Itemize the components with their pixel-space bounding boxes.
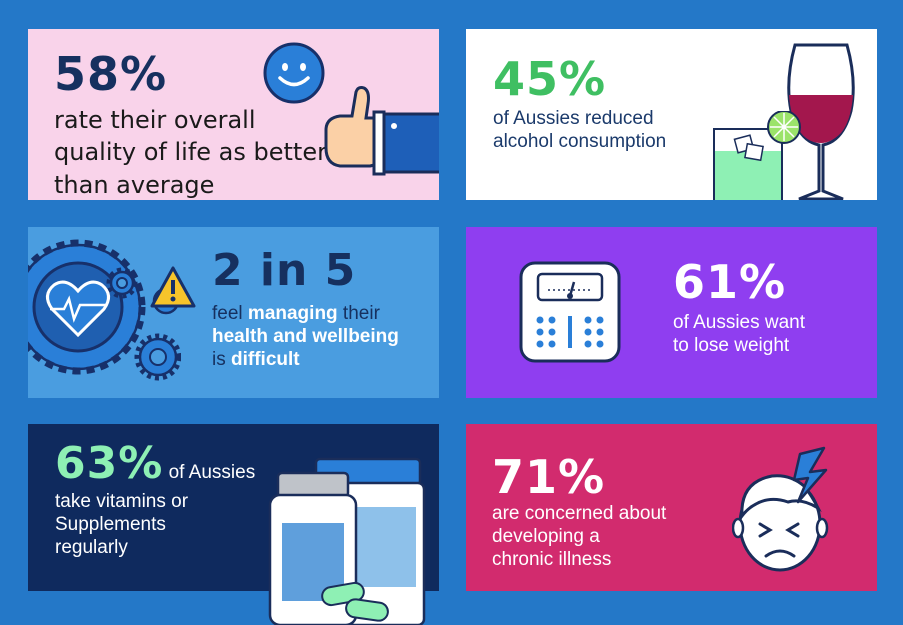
- warning-icon: [150, 266, 196, 308]
- gears-heart-icon: [28, 239, 181, 381]
- weight-stat: 61%: [673, 255, 787, 309]
- vitamins-line-3: Supplements: [55, 514, 166, 536]
- alcohol-description: of Aussies reduced alcohol consumption: [493, 107, 666, 153]
- chronic-stat: 71%: [492, 450, 606, 504]
- quality-line-2: quality of life as better: [54, 138, 327, 167]
- vitamin-bottles-icon: [268, 457, 426, 625]
- quality-of-life-card: 58% rate their overall quality of life a…: [28, 29, 439, 200]
- chronic-line-2: developing a: [492, 526, 600, 548]
- vitamins-card: 63% of Aussies take vitamins or Suppleme…: [28, 424, 439, 625]
- weight-line-1: of Aussies want: [673, 312, 806, 333]
- vitamins-description: 63% of Aussies take vitamins or Suppleme…: [55, 442, 255, 560]
- quality-line-3: than average: [54, 170, 215, 199]
- managing-health-card: 2 in 5 feel managing their health and we…: [28, 227, 439, 398]
- scale-icon: [519, 261, 621, 363]
- chronic-illness-card: 71% are concerned about developing a chr…: [466, 424, 877, 591]
- vitamins-line-4: regularly: [55, 537, 128, 559]
- thumbs-up-icon: [324, 86, 439, 176]
- vitamins-stat: 63%: [55, 438, 164, 489]
- alcohol-line-2: alcohol consumption: [493, 131, 667, 153]
- cocktail-glass-icon: [713, 111, 801, 200]
- quality-line-1: rate their overall: [54, 106, 256, 134]
- wine-glass-icon: [787, 43, 855, 200]
- quality-stat: 58%: [54, 47, 168, 101]
- headache-face-icon: [732, 446, 829, 572]
- managing-line-2: health and wellbeing: [212, 326, 399, 348]
- quality-description: rate their overall quality of life as be…: [54, 104, 327, 200]
- managing-line-1: feel managing their: [212, 303, 380, 324]
- chronic-line-1: are concerned about: [492, 503, 667, 524]
- lose-weight-card: 61% of Aussies want to lose weight: [466, 227, 877, 398]
- managing-stat: 2 in 5: [212, 245, 357, 296]
- alcohol-card: 45% of Aussies reduced alcohol consumpti…: [466, 29, 877, 200]
- weight-line-2: to lose weight: [673, 335, 790, 357]
- vitamins-line-1: 63% of Aussies: [55, 438, 256, 489]
- managing-line-3: is difficult: [212, 349, 300, 371]
- smiley-icon: [263, 42, 325, 104]
- managing-description: feel managing their health and wellbeing…: [212, 302, 399, 372]
- chronic-line-3: chronic illness: [492, 549, 612, 571]
- alcohol-stat: 45%: [493, 52, 607, 106]
- weight-description: of Aussies want to lose weight: [673, 311, 805, 357]
- vitamins-line-2: take vitamins or: [55, 491, 189, 512]
- alcohol-line-1: of Aussies reduced: [493, 108, 654, 129]
- chronic-description: are concerned about developing a chronic…: [492, 502, 666, 572]
